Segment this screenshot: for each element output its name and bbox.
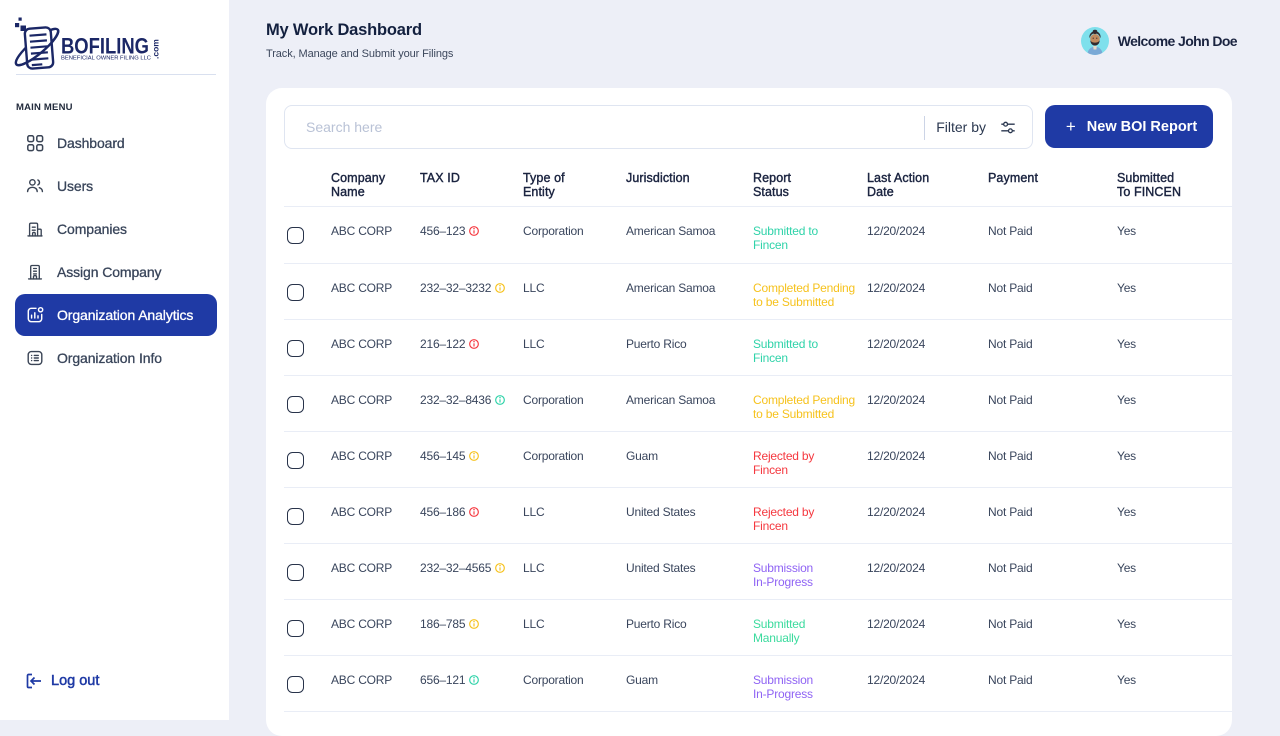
svg-text:.com: .com	[151, 39, 161, 59]
svg-text:BOFILING: BOFILING	[61, 34, 149, 59]
svg-text:BENEFICIAL OWNER FILING LLC: BENEFICIAL OWNER FILING LLC	[61, 56, 152, 62]
